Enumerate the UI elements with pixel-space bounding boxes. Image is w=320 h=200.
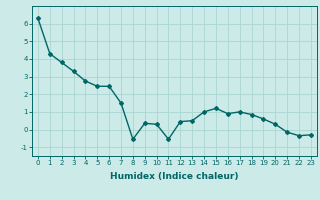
X-axis label: Humidex (Indice chaleur): Humidex (Indice chaleur): [110, 172, 239, 181]
